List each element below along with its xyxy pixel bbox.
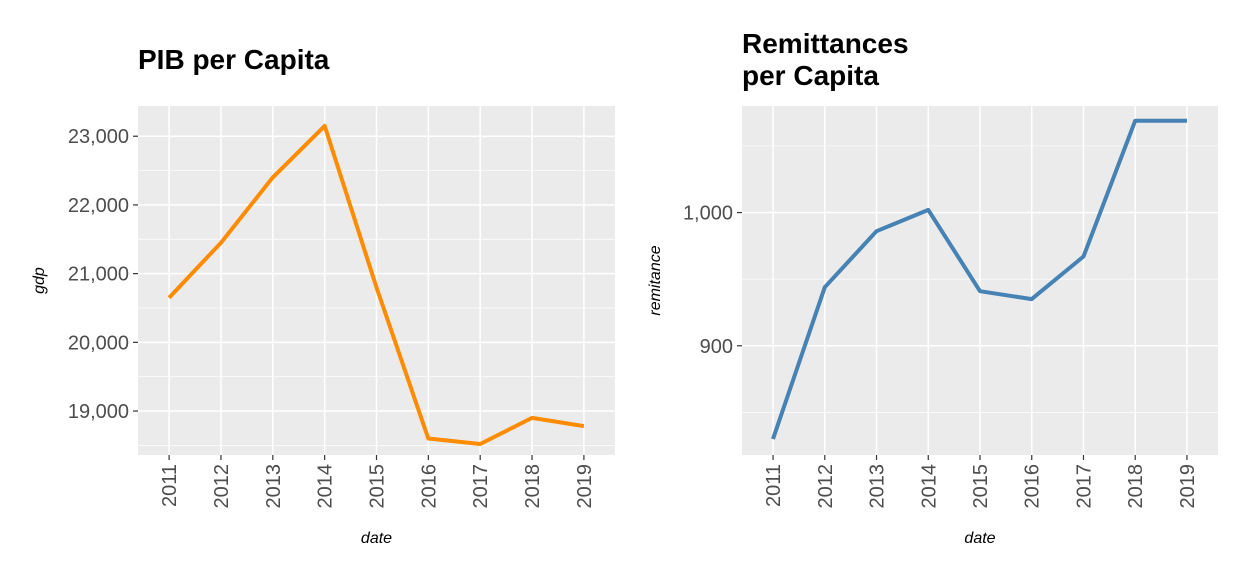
y-tick-label-gdp: 21,000 — [68, 264, 129, 286]
x-tick-label-remittance: 2014 — [918, 464, 940, 509]
x-tick-label-remittance: 2012 — [815, 464, 837, 509]
x-tick-label-remittance: 2018 — [1125, 464, 1147, 509]
y-tick-label-remittance: 900 — [700, 336, 733, 358]
y-tick-label-remittance: 1,000 — [683, 203, 733, 225]
x-tick-label-gdp: 2019 — [574, 464, 596, 509]
x-tick-label-gdp: 2018 — [522, 464, 544, 509]
x-axis-title-gdp: date — [361, 530, 392, 547]
x-tick-label-remittance: 2016 — [1022, 464, 1044, 509]
x-tick-label-gdp: 2015 — [367, 464, 389, 509]
x-tick-label-gdp: 2016 — [418, 464, 440, 509]
y-tick-label-gdp: 22,000 — [68, 195, 129, 217]
chart-title-remittances: Remittances per Capita — [742, 28, 909, 91]
x-tick-label-gdp: 2012 — [211, 464, 233, 509]
x-tick-label-gdp: 2013 — [263, 464, 285, 509]
x-tick-label-remittance: 2011 — [763, 464, 785, 507]
x-tick-label-remittance: 2019 — [1177, 464, 1199, 509]
series-line-gdp — [167, 123, 585, 446]
y-axis-title-remittance: remitance — [647, 245, 664, 315]
series-line-remittance — [771, 118, 1187, 440]
x-tick-label-gdp: 2014 — [315, 464, 337, 509]
x-tick-label-remittance: 2013 — [867, 464, 889, 509]
x-axis-title-remittance: date — [964, 530, 995, 547]
y-axis-title-gdp: gdp — [31, 267, 48, 294]
y-tick-label-gdp: 19,000 — [68, 401, 129, 423]
x-tick-label-remittance: 2017 — [1073, 464, 1095, 509]
x-tick-label-remittance: 2015 — [970, 464, 992, 509]
chart-title-gdp: PIB per Capita — [138, 44, 330, 75]
y-tick-label-gdp: 23,000 — [68, 126, 129, 148]
x-tick-label-gdp: 2017 — [470, 464, 492, 509]
x-tick-label-gdp: 2011 — [159, 464, 181, 507]
y-tick-label-gdp: 20,000 — [68, 332, 129, 354]
